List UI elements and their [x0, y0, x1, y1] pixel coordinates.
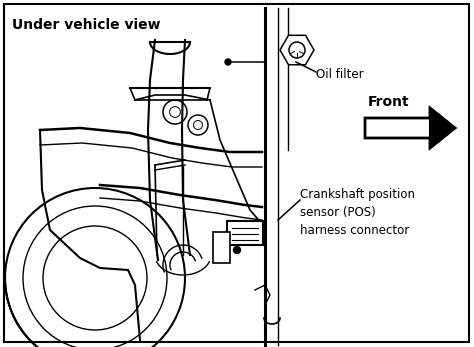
Text: Front: Front	[368, 95, 410, 109]
Circle shape	[225, 59, 231, 65]
Polygon shape	[280, 35, 314, 65]
FancyBboxPatch shape	[227, 221, 263, 245]
Circle shape	[234, 246, 240, 254]
Polygon shape	[430, 108, 455, 148]
FancyBboxPatch shape	[4, 4, 469, 342]
Polygon shape	[365, 108, 455, 148]
FancyBboxPatch shape	[213, 231, 230, 262]
Text: Oil filter: Oil filter	[316, 68, 364, 81]
Text: Crankshaft position
sensor (POS)
harness connector: Crankshaft position sensor (POS) harness…	[300, 188, 415, 237]
Text: Under vehicle view: Under vehicle view	[12, 18, 161, 32]
